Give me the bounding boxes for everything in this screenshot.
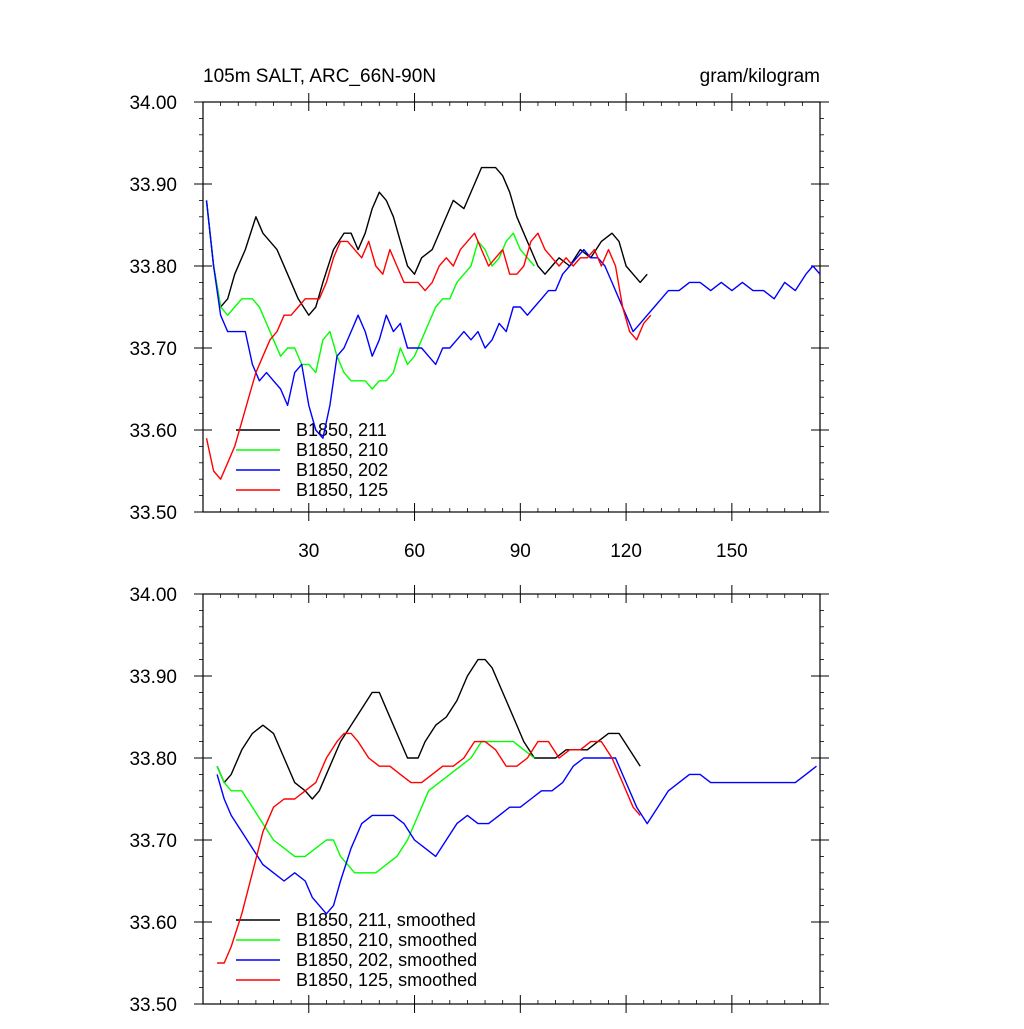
legend-label: B1850, 125 <box>296 480 388 500</box>
y-tick-label: 34.00 <box>129 585 177 606</box>
x-tick-label: 60 <box>404 541 425 562</box>
legend-label: B1850, 202, smoothed <box>296 950 477 970</box>
plot-frame <box>202 101 821 513</box>
y-tick-label: 33.70 <box>129 831 177 852</box>
x-tick-label: 30 <box>298 541 319 562</box>
y-tick-label: 33.50 <box>129 503 177 524</box>
legend-label: B1850, 202 <box>296 460 388 480</box>
series-line-1 <box>205 200 535 390</box>
top-panel: 30 60 90 120 150 33.50 33.60 33.70 33.80 33.90 34.… <box>129 93 829 562</box>
y-tick-label: 33.60 <box>129 913 177 934</box>
series-line-2 <box>216 757 817 915</box>
series-line-0 <box>205 166 648 316</box>
series-line-1 <box>216 740 535 874</box>
series-line-2 <box>205 200 821 439</box>
y-tick-label: 33.50 <box>129 995 177 1016</box>
bottom-panel: 33.50 33.60 33.70 33.80 33.90 34.00 B1850, 211… <box>129 585 829 1016</box>
chart-units: gram/kilogram <box>700 66 820 87</box>
x-tick-label: 90 <box>510 541 531 562</box>
y-tick-label: 33.80 <box>129 749 177 770</box>
legend-label: B1850, 125, smoothed <box>296 970 477 990</box>
legend-label: B1850, 211, smoothed <box>296 910 476 930</box>
y-tick-label: 34.00 <box>129 93 177 114</box>
plot-frame <box>202 593 821 1005</box>
y-tick-label: 33.70 <box>129 339 177 360</box>
legend-label: B1850, 210, smoothed <box>296 930 477 950</box>
y-tick-label: 33.80 <box>129 257 177 278</box>
y-tick-label: 33.60 <box>129 421 177 442</box>
legend-label: B1850, 210 <box>296 440 388 460</box>
y-tick-label: 33.90 <box>129 667 177 688</box>
chart-title: 105m SALT, ARC_66N-90N <box>203 66 436 87</box>
y-tick-label: 33.90 <box>129 175 177 196</box>
x-tick-label: 120 <box>610 541 642 562</box>
series-line-0 <box>216 658 641 800</box>
x-tick-label: 150 <box>716 541 748 562</box>
series-line-3 <box>205 232 652 480</box>
legend-label: B1850, 211 <box>296 420 387 440</box>
series-line-3 <box>217 732 641 964</box>
